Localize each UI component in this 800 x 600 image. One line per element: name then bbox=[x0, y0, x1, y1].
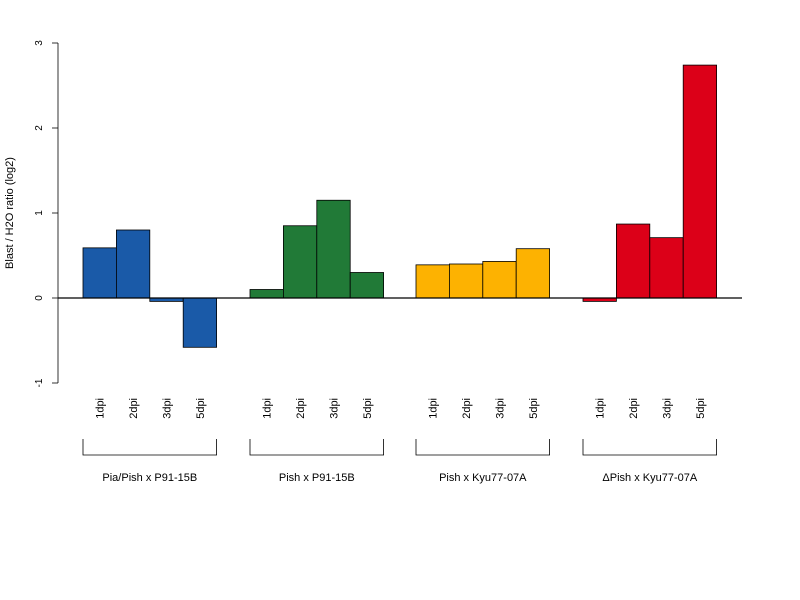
group-label: Pish x P91-15B bbox=[279, 472, 355, 484]
y-axis: -1 0 1 2 3 bbox=[34, 40, 59, 387]
bar-3-3dpi bbox=[482, 261, 517, 299]
category-label: 2dpi bbox=[461, 398, 473, 419]
bar-3-5dpi bbox=[515, 248, 551, 299]
category-label: 3dpi bbox=[162, 398, 174, 419]
y-tick-label: 2 bbox=[34, 125, 45, 131]
bar-4-2dpi bbox=[616, 223, 651, 299]
category-label: 2dpi bbox=[295, 398, 307, 419]
group-bracket bbox=[415, 439, 550, 456]
category-label: 5dpi bbox=[528, 398, 540, 419]
category-label: 1dpi bbox=[262, 398, 274, 419]
group-bracket bbox=[582, 439, 717, 456]
bar-2-2dpi bbox=[282, 225, 318, 299]
category-label: 5dpi bbox=[195, 398, 207, 419]
category-label: 2dpi bbox=[628, 398, 640, 419]
category-label: 1dpi bbox=[428, 398, 440, 419]
y-axis-label: Blast / H2O ratio (log2) bbox=[4, 157, 16, 269]
y-tick-label: 1 bbox=[34, 210, 45, 216]
bar-1-5dpi bbox=[182, 297, 217, 348]
bar-3-2dpi bbox=[448, 263, 484, 299]
bar-4-5dpi bbox=[682, 64, 718, 299]
bar-1-1dpi bbox=[82, 247, 117, 299]
y-tick-label: -1 bbox=[34, 378, 45, 387]
bars-layer bbox=[82, 64, 718, 348]
group-label: Pish x Kyu77-07A bbox=[439, 472, 527, 484]
group-label: ΔPish x Kyu77-07A bbox=[602, 472, 697, 484]
bar-1-2dpi bbox=[116, 229, 151, 299]
bar-2-1dpi bbox=[249, 289, 284, 299]
bar-4-3dpi bbox=[649, 237, 684, 299]
bar-2-5dpi bbox=[349, 272, 385, 299]
bar-3-1dpi bbox=[415, 264, 450, 299]
category-label: 1dpi bbox=[595, 398, 607, 419]
category-label: 2dpi bbox=[128, 398, 140, 419]
group-label: Pia/Pish x P91-15B bbox=[102, 472, 197, 484]
group-bracket bbox=[82, 439, 217, 456]
category-label: 5dpi bbox=[362, 398, 374, 419]
category-labels: 1dpi 2dpi 3dpi 5dpi 1dpi 2dpi 3dpi 5dpi 1dpi 2dpi… bbox=[95, 398, 707, 419]
category-label: 3dpi bbox=[495, 398, 507, 419]
y-tick-label: 3 bbox=[34, 40, 45, 46]
category-label: 1dpi bbox=[95, 398, 107, 419]
group-bracket bbox=[249, 439, 384, 456]
category-label: 3dpi bbox=[329, 398, 341, 419]
category-label: 3dpi bbox=[662, 398, 674, 419]
y-tick-label: 0 bbox=[34, 295, 45, 301]
category-label: 5dpi bbox=[695, 398, 707, 419]
bar-2-3dpi bbox=[316, 199, 351, 299]
group-brackets: Pia/Pish x P91-15B Pish x P91-15B Pish x K… bbox=[82, 439, 717, 484]
